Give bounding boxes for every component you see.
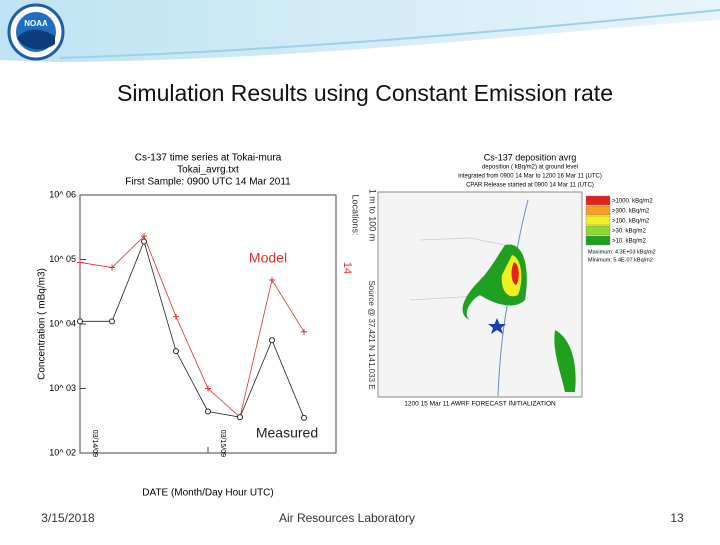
- map-title: deposition ( kBq/m2) at ground level: [482, 165, 578, 171]
- legend-label: >10. kBq/m2: [612, 239, 647, 245]
- y-tick-label: 10^ 04: [49, 318, 76, 328]
- side-label: Locations:: [351, 194, 361, 235]
- map-stat: Maximum: 4.3E+03 kBq/m2: [588, 249, 656, 255]
- source-star: [488, 318, 506, 334]
- header-swoosh: [0, 0, 720, 62]
- point-marker: [141, 233, 147, 240]
- point-marker: [77, 259, 83, 266]
- point-marker: [301, 328, 307, 335]
- legend-swatch: [585, 225, 611, 236]
- point-marker: [109, 318, 115, 325]
- legend-label: >1000. kBq/m2: [612, 199, 653, 205]
- logo-text: NOAA: [24, 19, 48, 28]
- point-marker: [269, 277, 275, 284]
- chart-title: Tokai_avrg.txt: [177, 165, 239, 176]
- legend-swatch: [585, 215, 611, 226]
- x-axis-label: DATE (Month/Day Hour UTC): [142, 488, 274, 499]
- side-label: 14: [341, 262, 353, 274]
- map-stat: Minimum: 5.4E-07 kBq/m2: [588, 257, 653, 263]
- logo-wave: [17, 29, 55, 50]
- series-annotation: Measured: [256, 425, 318, 441]
- plume-east: [554, 330, 576, 392]
- y-tick-label: 10^ 05: [49, 254, 76, 264]
- map-title: integrated from 0900 14 Mar to 1200 16 M…: [458, 174, 602, 180]
- slide-title: Simulation Results using Constant Emissi…: [117, 80, 613, 106]
- point-marker: [141, 238, 147, 245]
- footer-date: 3/15/2018: [41, 511, 95, 525]
- series-annotation: Model: [249, 250, 287, 266]
- legend-label: >30. kBq/m2: [612, 229, 647, 235]
- deposition-map: Cs-137 deposition avrg deposition ( kBq/m…: [377, 152, 656, 408]
- point-marker: [77, 318, 83, 325]
- header-line: [59, 9, 720, 59]
- x-tick-label: 03/14/09: [91, 430, 98, 457]
- side-label: Source @ 37.421 N 141.033 E: [367, 280, 376, 389]
- map-title: CPAR Release started at 0900 14 Mar 11 (…: [466, 183, 594, 189]
- legend-swatch: [585, 205, 611, 216]
- legend-label: >100. kBq/m2: [612, 219, 650, 225]
- legend-swatch: [585, 195, 611, 206]
- point-marker: [173, 348, 179, 355]
- point-marker: [205, 408, 211, 415]
- land-border: [409, 237, 506, 301]
- point-marker: [237, 414, 243, 421]
- point-marker: [205, 385, 211, 392]
- chart-title: First Sample: 0900 UTC 14 Mar 2011: [125, 177, 291, 188]
- time-series-chart: Cs-137 time series at Tokai-muraTokai_av…: [37, 153, 378, 499]
- chart-title: Cs-137 time series at Tokai-mura: [135, 153, 282, 164]
- page-number: 13: [670, 511, 684, 525]
- legend-label: >300. kBq/m2: [612, 209, 650, 215]
- plume-core: [511, 262, 519, 285]
- y-tick-label: 10^ 03: [49, 383, 76, 393]
- map-title: Cs-137 deposition avrg: [484, 152, 577, 162]
- point-marker: [301, 414, 307, 421]
- point-marker: [173, 313, 179, 320]
- side-label: 1 m to 100 m: [368, 189, 378, 242]
- legend-swatch: [585, 235, 611, 246]
- y-tick-label: 10^ 06: [49, 189, 76, 199]
- x-tick-label: 03/15/09: [219, 430, 226, 457]
- footer-org: Air Resources Laboratory: [279, 511, 415, 525]
- point-marker: [269, 337, 275, 344]
- series-line: [79, 235, 305, 418]
- series-line: [80, 240, 305, 419]
- y-axis-label: Concentration ( mBq/m3): [37, 268, 48, 380]
- y-tick-label: 10^ 02: [49, 447, 76, 457]
- point-marker: [109, 264, 115, 271]
- map-footer: 1200 15 Mar 11 AWRF FORECAST INITIALIZAT…: [404, 401, 556, 408]
